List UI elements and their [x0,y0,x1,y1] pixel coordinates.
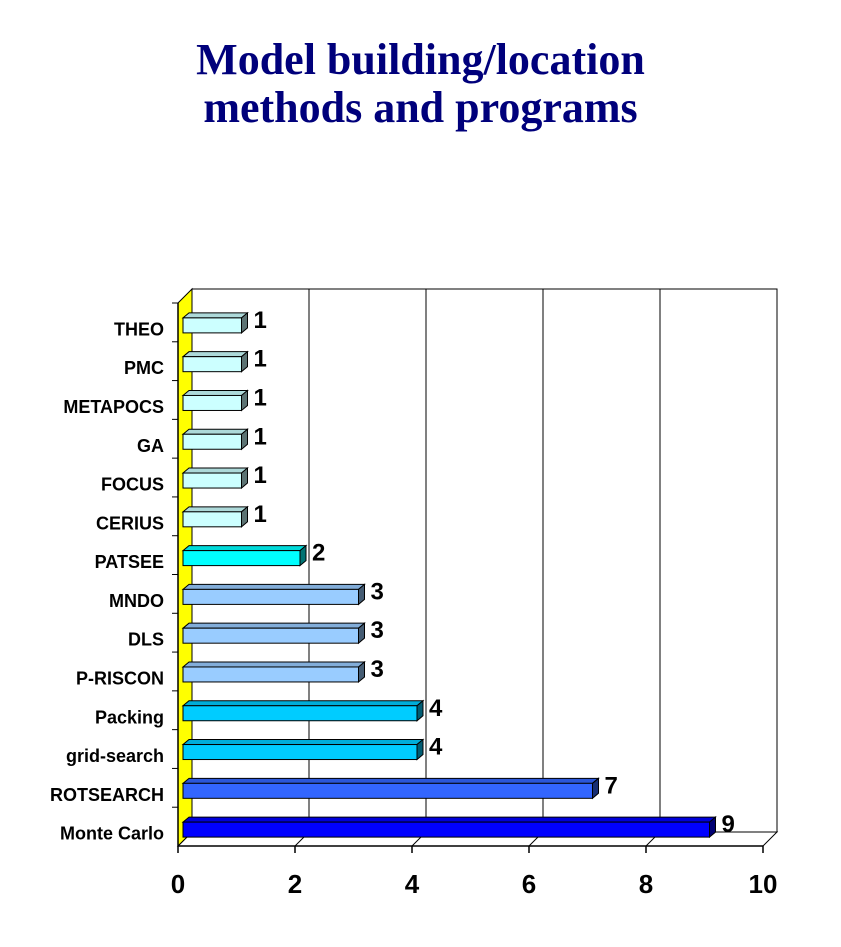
bar-front-face [182,394,242,411]
bar-front-face [182,511,242,528]
x-tick-label: 8 [639,869,653,899]
bar-7 [181,544,308,567]
bar-value-label: 3 [371,617,384,644]
chart-title-line-1: Model building/location [196,35,645,84]
x-tick-label: 4 [405,869,420,899]
bar-front-face [182,472,242,489]
category-label: grid-search [66,746,164,766]
bar-top-face [181,506,249,513]
bar-8 [181,583,366,606]
bar-front-face [182,317,242,334]
bar-value-label: 1 [254,501,267,528]
bar-2 [181,350,249,373]
bar-top-face [181,351,249,358]
bar-top-face [181,739,425,746]
bar-3 [181,389,249,412]
bar-value-label: 7 [605,772,618,799]
category-label: FOCUS [101,475,164,495]
bar-value-label: 9 [722,811,735,838]
bar-top-face [181,777,600,784]
bar-top-face [181,816,717,823]
bar-top-face [181,428,249,435]
bar-4 [181,428,249,451]
bar-5 [181,466,249,490]
category-label: METAPOCS [63,397,164,417]
bar-value-label: 2 [312,540,325,567]
bar-value-label: 3 [371,578,384,605]
bar-6 [181,505,249,528]
bar-value-label: 1 [254,384,267,411]
bar-top-face [181,583,366,590]
category-label: CERIUS [96,513,164,533]
bar-front-face [182,705,418,722]
bar-top-face [181,312,249,319]
bar-front-face [182,744,418,761]
category-label: P-RISCON [76,668,164,688]
chart-title-line-2: methods and programs [203,83,638,132]
bar-top-face [181,661,366,668]
bar-value-label: 1 [254,307,267,334]
bar-11 [181,699,425,722]
category-label: Packing [95,707,164,727]
category-label: DLS [128,630,164,650]
category-label: THEO [114,319,164,339]
bar-front-face [182,356,242,373]
category-label: GA [137,436,164,456]
plot-side-wall [177,287,193,848]
category-label: PATSEE [95,552,164,572]
bar-12 [181,738,425,761]
bar-value-label: 1 [254,462,267,489]
chart-title: Model building/location methods and prog… [0,36,841,132]
category-label: PMC [124,358,164,378]
bar-front-face [182,782,593,799]
x-tick-label: 6 [522,869,536,899]
bar-front-face [182,550,301,567]
bar-1 [181,311,249,334]
bar-value-label: 4 [429,734,443,761]
bar-top-face [181,545,308,552]
bar-front-face [182,433,242,450]
x-tick-label: 2 [288,869,302,899]
bar-front-face [182,588,359,605]
bar-value-label: 4 [429,695,443,722]
bar-value-label: 1 [254,346,267,373]
bar-value-label: 3 [371,656,384,683]
bar-10 [181,660,366,684]
bar-13 [181,777,600,800]
category-label: ROTSEARCH [50,785,164,805]
bar-top-face [181,622,366,629]
bar-14 [181,816,717,839]
x-tick-label: 10 [749,869,778,899]
category-label: MNDO [109,591,164,611]
bar-front-face [182,666,359,683]
bar-front-face [182,821,710,838]
bar-top-face [181,389,249,396]
bar-9 [181,622,366,645]
bar-value-label: 1 [254,423,267,450]
category-label: Monte Carlo [60,824,164,844]
bar-top-face [181,700,425,707]
bar-top-face [181,467,249,474]
x-tick-label: 0 [171,869,185,899]
bar-front-face [182,627,359,644]
